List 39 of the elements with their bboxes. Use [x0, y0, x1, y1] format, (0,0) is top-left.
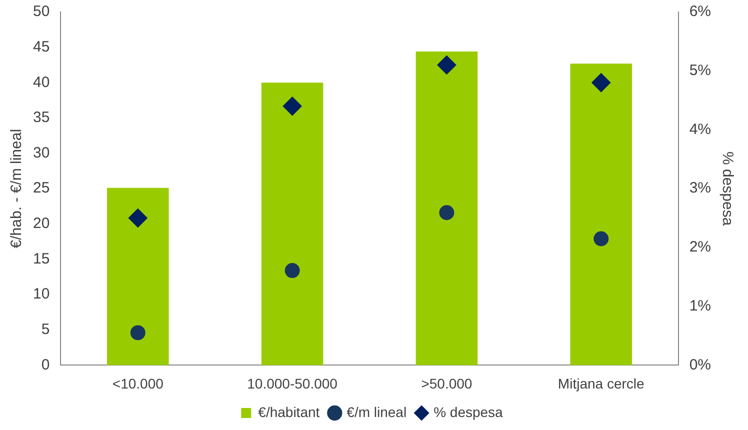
- bar: [107, 188, 169, 366]
- x-tick-label: 10.000-50.000: [247, 375, 338, 392]
- point: [437, 55, 456, 74]
- legend-label: % despesa: [434, 404, 504, 420]
- y2-tick-label: 1%: [689, 297, 712, 314]
- point: [282, 96, 302, 116]
- y-tick-label: 50: [32, 3, 50, 20]
- y-tick-label: 20: [32, 215, 50, 232]
- y-tick-label: 35: [32, 109, 50, 126]
- y-tick-label: 30: [32, 144, 50, 162]
- y2-tick-label: 2%: [689, 238, 712, 256]
- legend-label: €/m lineal: [346, 404, 407, 420]
- legend-label: €/habitant: [258, 404, 320, 420]
- y2-tick-label: 5%: [689, 62, 712, 80]
- bar: [416, 52, 478, 366]
- y2-tick-label: 0%: [689, 356, 712, 374]
- x-tick-label: >50.000: [421, 375, 472, 392]
- y-tick-label: 15: [32, 250, 50, 268]
- y2-tick-label: 6%: [689, 3, 712, 20]
- point: [439, 205, 454, 220]
- y-tick-label: 40: [32, 74, 50, 91]
- y2-tick-label: 3%: [689, 180, 712, 197]
- point: [594, 231, 609, 246]
- x-tick-label: <10.000: [112, 375, 164, 392]
- y-tick-label: 10: [32, 286, 50, 303]
- y-tick-label: 45: [32, 38, 50, 56]
- point: [592, 73, 611, 92]
- y-axis-title: €/hab. - €/m lineal: [8, 128, 26, 248]
- y2-axis-title: % despesa: [718, 151, 736, 226]
- y-tick-label: 0: [41, 356, 50, 374]
- y-tick-label: 5: [41, 321, 50, 338]
- point: [128, 208, 148, 228]
- bar: [570, 64, 632, 366]
- y-tick-label: 25: [32, 180, 50, 197]
- point: [130, 325, 146, 340]
- point: [284, 263, 300, 278]
- x-tick-label: Mitjana cercle: [558, 375, 645, 392]
- y2-tick-label: 4%: [689, 120, 712, 138]
- bar: [261, 82, 324, 366]
